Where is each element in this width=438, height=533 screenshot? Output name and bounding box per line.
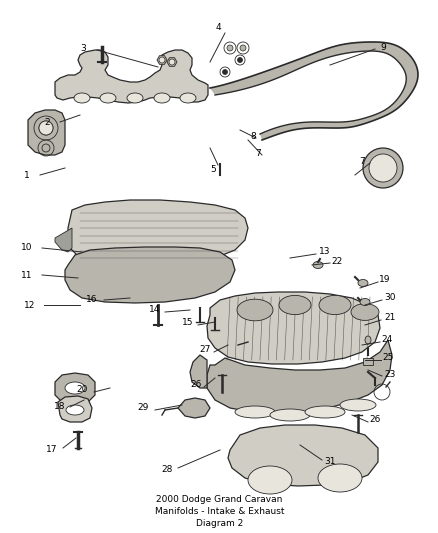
Ellipse shape xyxy=(357,279,367,287)
Polygon shape xyxy=(227,425,377,486)
Polygon shape xyxy=(55,50,208,103)
Ellipse shape xyxy=(312,262,322,269)
Circle shape xyxy=(240,45,245,51)
Circle shape xyxy=(362,148,402,188)
Polygon shape xyxy=(68,200,247,265)
Text: 21: 21 xyxy=(383,313,395,322)
Text: 27: 27 xyxy=(199,345,210,354)
Ellipse shape xyxy=(359,298,369,305)
Bar xyxy=(362,358,372,365)
Text: 25: 25 xyxy=(381,353,393,362)
Ellipse shape xyxy=(180,93,195,103)
Text: 2: 2 xyxy=(44,117,49,126)
Ellipse shape xyxy=(66,405,84,415)
Text: Manifolds - Intake & Exhaust: Manifolds - Intake & Exhaust xyxy=(155,507,283,516)
Text: 10: 10 xyxy=(21,244,33,253)
Polygon shape xyxy=(207,340,391,413)
Text: 16: 16 xyxy=(86,295,98,304)
Ellipse shape xyxy=(234,406,274,418)
Circle shape xyxy=(237,58,242,62)
Text: 30: 30 xyxy=(383,294,395,303)
Ellipse shape xyxy=(317,464,361,492)
Ellipse shape xyxy=(65,382,85,394)
Ellipse shape xyxy=(100,93,116,103)
Text: 17: 17 xyxy=(46,446,58,455)
Polygon shape xyxy=(207,292,379,364)
Text: 20: 20 xyxy=(76,385,88,394)
Text: 29: 29 xyxy=(137,403,148,413)
Ellipse shape xyxy=(339,399,375,411)
Ellipse shape xyxy=(247,466,291,494)
Text: 13: 13 xyxy=(318,247,330,256)
Ellipse shape xyxy=(318,295,350,314)
Text: 31: 31 xyxy=(324,457,335,466)
Text: 26: 26 xyxy=(368,416,380,424)
Text: 11: 11 xyxy=(21,271,33,279)
Text: 28: 28 xyxy=(161,465,172,474)
Text: 26: 26 xyxy=(190,381,201,390)
Text: 7: 7 xyxy=(358,157,364,166)
Text: 3: 3 xyxy=(80,44,86,52)
Ellipse shape xyxy=(279,295,310,314)
Polygon shape xyxy=(55,228,72,252)
Text: 23: 23 xyxy=(383,370,395,379)
Circle shape xyxy=(368,154,396,182)
Text: 4: 4 xyxy=(215,22,220,31)
Text: 19: 19 xyxy=(378,276,390,285)
Circle shape xyxy=(39,121,53,135)
Circle shape xyxy=(159,57,165,63)
Text: 5: 5 xyxy=(210,166,215,174)
Text: 9: 9 xyxy=(379,43,385,52)
Text: 12: 12 xyxy=(24,301,35,310)
Text: 2000 Dodge Grand Caravan: 2000 Dodge Grand Caravan xyxy=(156,496,282,505)
Ellipse shape xyxy=(304,406,344,418)
Text: 18: 18 xyxy=(54,402,66,411)
Polygon shape xyxy=(190,355,207,388)
Polygon shape xyxy=(209,42,417,140)
Text: Diagram 2: Diagram 2 xyxy=(195,520,243,529)
Text: 14: 14 xyxy=(149,305,160,314)
Text: 15: 15 xyxy=(182,319,193,327)
Ellipse shape xyxy=(364,336,370,344)
Ellipse shape xyxy=(127,93,143,103)
Polygon shape xyxy=(177,398,209,418)
Ellipse shape xyxy=(350,304,378,320)
Polygon shape xyxy=(157,55,166,64)
Ellipse shape xyxy=(269,409,309,421)
Text: 24: 24 xyxy=(381,335,392,344)
Circle shape xyxy=(222,69,227,75)
Text: 8: 8 xyxy=(250,132,255,141)
Ellipse shape xyxy=(154,93,170,103)
Ellipse shape xyxy=(237,299,272,321)
Circle shape xyxy=(169,59,175,65)
Polygon shape xyxy=(166,58,177,66)
Polygon shape xyxy=(58,396,92,422)
Circle shape xyxy=(226,45,233,51)
Text: 22: 22 xyxy=(331,257,342,266)
Text: 1: 1 xyxy=(24,171,30,180)
Text: 7: 7 xyxy=(254,149,260,157)
Polygon shape xyxy=(65,247,234,303)
Ellipse shape xyxy=(74,93,90,103)
Polygon shape xyxy=(55,373,95,404)
Polygon shape xyxy=(28,110,65,155)
